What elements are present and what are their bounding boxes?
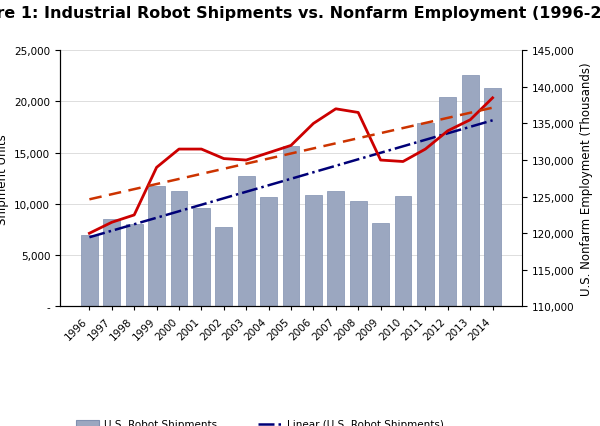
Bar: [126, 225, 143, 307]
Bar: [148, 186, 165, 307]
Y-axis label: U.S. Nonfarm Employment (Thousands): U.S. Nonfarm Employment (Thousands): [580, 62, 593, 296]
Bar: [484, 89, 501, 307]
Bar: [81, 235, 98, 307]
Bar: [417, 124, 434, 307]
Bar: [462, 76, 479, 307]
Bar: [395, 196, 412, 307]
Bar: [283, 146, 299, 307]
Bar: [439, 98, 456, 307]
Bar: [215, 227, 232, 307]
Text: Figure 1: Industrial Robot Shipments vs. Nonfarm Employment (1996-2014): Figure 1: Industrial Robot Shipments vs.…: [0, 6, 600, 21]
Bar: [170, 191, 187, 307]
Y-axis label: Shipment Units: Shipment Units: [0, 134, 8, 224]
Bar: [260, 197, 277, 307]
Bar: [193, 209, 210, 307]
Bar: [238, 177, 254, 307]
Bar: [350, 201, 367, 307]
Bar: [372, 224, 389, 307]
Bar: [103, 220, 120, 307]
Legend: U.S. Robot Shipments, U.S. Nonfarm Employment, Linear (U.S. Robot Shipments), Li: U.S. Robot Shipments, U.S. Nonfarm Emplo…: [76, 419, 469, 426]
Bar: [305, 195, 322, 307]
Bar: [328, 191, 344, 307]
